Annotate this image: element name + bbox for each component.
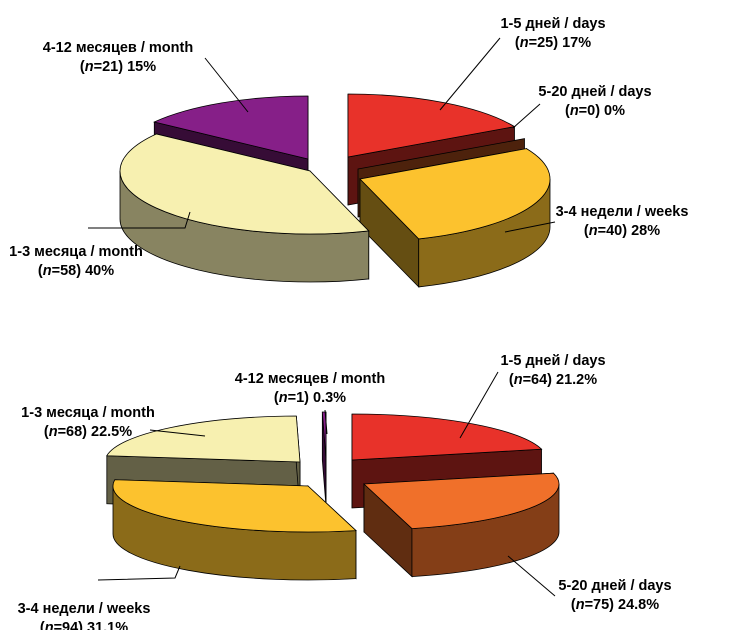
label-d5-20: 5-20 дней / days (n=75) 24.8% — [507, 555, 672, 613]
leader-line — [439, 37, 501, 111]
label-w3-4: 3-4 недели / weeks (n=94) 31.1% — [18, 565, 181, 635]
slice-w3-4 — [359, 148, 551, 288]
count-percent-label: (n=64) 21.2% — [509, 372, 597, 388]
slice-top-w3-4 — [112, 479, 357, 533]
label-m4-12: 4-12 месяцев / month (n=21) 15% — [43, 40, 249, 113]
label-m4-12: 4-12 месяцев / month (n=1) 0.3% — [235, 371, 385, 435]
slice-m1-3 — [119, 133, 370, 283]
pie-chart-1: 1-5 дней / days (n=25) 17% 5-20 дней / day… — [9, 16, 689, 288]
category-label: 3-4 недели / weeks — [556, 204, 689, 220]
label-d5-20: 5-20 дней / days (n=0) 0% — [512, 84, 652, 129]
label-d1-5: 1-5 дней / days (n=64) 21.2% — [459, 353, 606, 439]
count-percent-label: (n=21) 15% — [80, 59, 156, 75]
pie-chart-2: 1-5 дней / days (n=64) 21.2% 5-20 дней / d… — [18, 353, 672, 635]
leader-line — [504, 221, 556, 233]
slice-top-m4-12 — [321, 411, 327, 459]
slice-top-d1-5 — [351, 413, 543, 461]
category-label: 1-5 дней / days — [500, 16, 605, 32]
slice-top-m1-3 — [119, 133, 370, 235]
leader-line — [88, 211, 191, 229]
leader-line — [459, 371, 499, 439]
count-percent-label: (n=75) 24.8% — [571, 597, 659, 613]
leader-line — [507, 555, 556, 597]
slice-m4-12 — [321, 411, 327, 507]
category-label: 5-20 дней / days — [558, 578, 671, 594]
count-percent-label: (n=0) 0% — [565, 103, 625, 119]
count-percent-label: (n=68) 22.5% — [44, 424, 132, 440]
count-percent-label: (n=40) 28% — [584, 223, 660, 239]
count-percent-label: (n=1) 0.3% — [274, 390, 346, 406]
category-label: 3-4 недели / weeks — [18, 601, 151, 617]
count-percent-label: (n=94) 31.1% — [40, 620, 128, 630]
slice-top-d5-20 — [363, 472, 560, 529]
category-label: 1-3 месяца / month — [9, 244, 143, 260]
slice-top-w3-4 — [359, 148, 551, 240]
count-percent-label: (n=25) 17% — [515, 35, 591, 51]
count-percent-label: (n=58) 40% — [38, 263, 114, 279]
category-label: 1-3 месяца / month — [21, 405, 155, 421]
category-label: 4-12 месяцев / month — [43, 40, 193, 56]
category-label: 4-12 месяцев / month — [235, 371, 385, 387]
slice-top-d1-5 — [347, 93, 516, 158]
label-w3-4: 3-4 недели / weeks (n=40) 28% — [504, 204, 689, 239]
slice-w3-4 — [112, 479, 357, 581]
leader-line — [97, 565, 181, 581]
leader-line — [512, 103, 541, 129]
category-label: 1-5 дней / days — [500, 353, 605, 369]
leader-line — [324, 409, 328, 435]
label-m1-3: 1-3 месяца / month (n=58) 40% — [9, 211, 191, 279]
slice-top-m1-3 — [106, 415, 301, 463]
leader-line — [204, 57, 249, 113]
slice-top-m4-12 — [153, 95, 309, 160]
leader-line — [149, 429, 206, 437]
label-d1-5: 1-5 дней / days (n=25) 17% — [439, 16, 606, 111]
label-m1-3: 1-3 месяца / month (n=68) 22.5% — [21, 405, 206, 440]
slice-d5-20 — [363, 472, 560, 578]
category-label: 5-20 дней / days — [538, 84, 651, 100]
